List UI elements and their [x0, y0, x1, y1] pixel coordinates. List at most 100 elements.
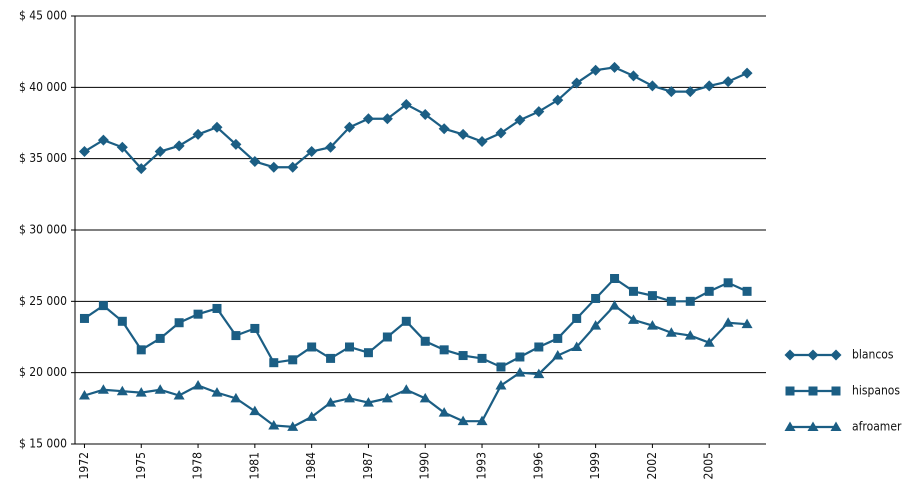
x-tick-label: 1996 [531, 452, 545, 480]
marker [723, 278, 733, 288]
marker [684, 86, 696, 98]
marker [685, 296, 695, 306]
marker [381, 392, 393, 403]
marker [590, 320, 602, 330]
marker [703, 80, 715, 92]
marker [117, 316, 127, 326]
y-tick-label: $ 15 000 [19, 437, 67, 451]
marker [830, 421, 842, 431]
marker [97, 384, 109, 394]
marker [154, 384, 166, 394]
marker [287, 161, 299, 173]
marker [363, 348, 373, 358]
marker [571, 341, 583, 351]
marker [268, 161, 280, 173]
marker [457, 128, 469, 140]
marker [571, 77, 583, 89]
marker [646, 80, 658, 92]
marker [116, 141, 128, 153]
marker [495, 380, 507, 390]
marker [741, 318, 753, 329]
marker [665, 327, 677, 337]
marker [807, 421, 819, 431]
marker [116, 385, 128, 396]
marker [325, 141, 337, 153]
marker [345, 342, 355, 352]
marker [647, 291, 657, 301]
marker [704, 286, 714, 296]
marker [154, 146, 166, 158]
y-tick-label: $ 20 000 [19, 365, 67, 379]
marker [533, 106, 545, 118]
marker [401, 316, 411, 326]
x-tick-label: 1987 [361, 452, 375, 479]
marker [268, 419, 280, 430]
marker [97, 134, 109, 146]
marker [420, 336, 430, 346]
y-tick-label: $ 25 000 [19, 294, 67, 308]
marker [665, 86, 677, 98]
marker [784, 421, 796, 431]
marker [830, 349, 842, 361]
marker [192, 128, 204, 140]
marker [400, 384, 412, 394]
legend-label: blancos [852, 348, 894, 362]
marker [703, 337, 715, 347]
series-line [83, 66, 748, 171]
marker [173, 389, 185, 400]
marker [362, 397, 374, 407]
marker [230, 392, 242, 403]
x-tick-label: 1972 [77, 452, 91, 479]
marker [534, 342, 544, 352]
y-tick-label: $ 40 000 [19, 80, 67, 94]
y-tick-label: $ 30 000 [19, 223, 67, 237]
marker [287, 421, 299, 431]
marker [307, 342, 317, 352]
marker [212, 303, 222, 313]
marker [646, 320, 658, 330]
marker [269, 358, 279, 368]
marker [591, 293, 601, 303]
marker [174, 318, 184, 328]
x-tick-label: 1993 [475, 452, 489, 479]
marker [627, 70, 639, 82]
marker [610, 274, 620, 284]
marker [98, 301, 108, 311]
marker [609, 61, 621, 73]
marker [457, 415, 469, 426]
marker [344, 392, 356, 403]
x-tick-label: 2005 [702, 452, 716, 479]
marker [807, 349, 819, 361]
marker [78, 146, 90, 158]
marker [173, 140, 185, 152]
marker [742, 286, 752, 296]
marker [79, 313, 89, 323]
marker [249, 156, 261, 168]
marker [514, 114, 526, 126]
marker [250, 323, 260, 333]
marker [552, 94, 564, 106]
marker [135, 387, 147, 397]
marker [722, 317, 734, 327]
legend-label: afroamer [852, 420, 902, 434]
marker [476, 415, 488, 426]
marker [326, 353, 336, 363]
x-tick-label: 1981 [247, 452, 261, 479]
marker [438, 407, 450, 417]
x-tick-label: 1975 [134, 452, 148, 479]
marker [628, 286, 638, 296]
marker [533, 368, 545, 379]
marker [666, 296, 676, 306]
marker [419, 392, 431, 403]
marker [609, 300, 621, 310]
x-tick-label: 1990 [418, 452, 432, 480]
marker [230, 138, 242, 150]
marker [288, 355, 298, 365]
series-line [83, 277, 748, 369]
marker [590, 64, 602, 76]
marker [136, 345, 146, 355]
series-line [84, 304, 748, 429]
marker [572, 313, 582, 323]
